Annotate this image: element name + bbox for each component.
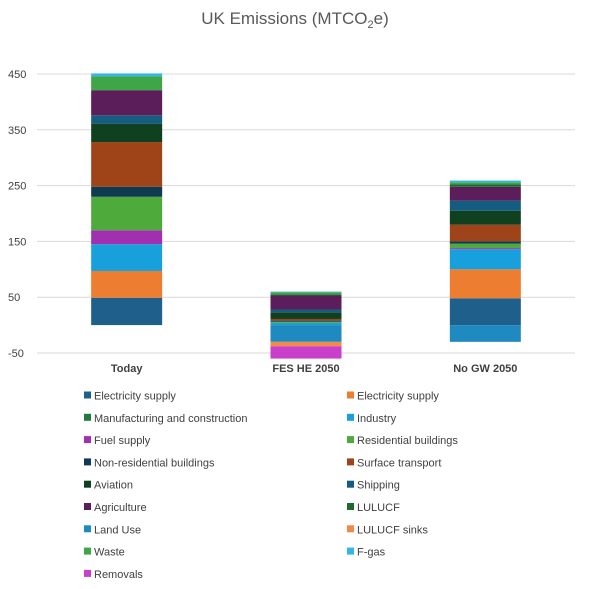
bar-segment xyxy=(449,182,521,185)
legend-swatch xyxy=(84,480,91,488)
bar-segment xyxy=(270,320,342,322)
bar-segment xyxy=(449,269,521,299)
bar-segment xyxy=(91,76,163,91)
bar-segment xyxy=(449,184,521,187)
bar-segment xyxy=(449,200,521,211)
bar-segment xyxy=(270,292,342,295)
bar-segment xyxy=(91,123,163,143)
bar-segment xyxy=(270,291,342,293)
bar-segment xyxy=(270,312,342,319)
y-tick-label: -50 xyxy=(8,348,24,360)
legend-label: LULUCF sinks xyxy=(357,524,428,536)
legend-label: Aviation xyxy=(94,480,133,492)
category-label: FES HE 2050 xyxy=(272,363,339,375)
category-label: No GW 2050 xyxy=(453,363,517,375)
legend-label: Waste xyxy=(94,547,125,559)
legend-label: Fuel supply xyxy=(94,435,151,447)
legend-swatch xyxy=(347,436,354,444)
legend-label: Non-residential buildings xyxy=(94,457,215,469)
chart-title: UK Emissions (MTCO2e) xyxy=(201,9,388,31)
legend-label: Industry xyxy=(357,413,397,425)
chart-title-main: UK Emissions (MTCO xyxy=(201,9,367,28)
y-tick-label: 450 xyxy=(8,69,26,81)
bar-segment xyxy=(270,294,342,296)
chart-title-subscript: 2 xyxy=(367,19,373,31)
bar-segment xyxy=(91,186,163,197)
x-axis-categories: Today FES HE 2050 No GW 2050 xyxy=(111,363,518,375)
bar-segment xyxy=(270,322,342,326)
legend-swatch xyxy=(347,503,354,510)
legend-label: Shipping xyxy=(357,480,400,492)
bar-segment xyxy=(449,186,521,201)
legend-swatch xyxy=(84,547,91,555)
legend-swatch xyxy=(84,503,91,510)
legend-swatch xyxy=(84,391,91,399)
bar-segment xyxy=(91,244,163,271)
bar-segment xyxy=(91,73,163,77)
legend-swatch xyxy=(347,525,354,533)
legend-label: F-gas xyxy=(357,547,386,559)
legend-swatch xyxy=(347,547,354,555)
bar-segment xyxy=(270,341,342,347)
bar-segment xyxy=(449,224,521,242)
legend-label: Residential buildings xyxy=(357,435,458,447)
legend-swatch xyxy=(84,413,91,421)
y-tick-label: 350 xyxy=(8,125,26,137)
bar-segment xyxy=(270,346,342,359)
bar-segment xyxy=(91,230,163,245)
legend-label: Agriculture xyxy=(94,502,147,514)
legend-swatch xyxy=(347,480,354,488)
y-axis-ticks: -50 50 150 250 350 450 xyxy=(8,69,26,360)
bar-segment xyxy=(270,309,342,313)
bar-segment xyxy=(449,210,521,225)
legend-swatch xyxy=(347,458,354,466)
y-tick-label: 250 xyxy=(8,181,26,193)
bar-segment xyxy=(91,270,163,298)
legend-swatch xyxy=(84,458,91,466)
legend-swatch xyxy=(347,391,354,399)
bar-segment xyxy=(449,180,521,183)
legend-label: Land Use xyxy=(94,524,141,536)
legend-label: Surface transport xyxy=(357,457,441,469)
y-tick-label: 50 xyxy=(8,292,20,304)
bar-segment xyxy=(270,321,342,323)
bar-segment xyxy=(270,295,342,310)
bar-segment xyxy=(91,142,163,187)
y-tick-label: 150 xyxy=(8,236,26,248)
category-label: Today xyxy=(111,363,143,375)
bar-segment xyxy=(91,196,163,231)
bar-segment xyxy=(449,243,521,249)
bar-segment xyxy=(449,298,521,326)
chart-title-suffix: e) xyxy=(374,9,389,28)
legend-swatch xyxy=(84,525,91,533)
bars xyxy=(91,73,521,359)
legend-label: Electricity supply xyxy=(94,391,176,403)
legend-label: LULUCF xyxy=(357,502,400,514)
legend-swatch xyxy=(84,436,91,444)
legend-label: Manufacturing and construction xyxy=(94,413,247,425)
bar-segment xyxy=(449,248,521,250)
bar-segment xyxy=(91,90,163,116)
legend-swatch xyxy=(347,413,354,421)
bar-segment xyxy=(449,241,521,244)
bar-segment xyxy=(449,249,521,270)
legend-label: Removals xyxy=(94,569,143,581)
bar-segment xyxy=(449,325,521,342)
legend-label: Electricity supply xyxy=(357,391,439,403)
bar-segment xyxy=(270,325,342,342)
bar-segment xyxy=(91,297,163,326)
bar-segment xyxy=(91,115,163,124)
legend: Electricity supply Electricity supply Manu… xyxy=(84,391,458,581)
legend-swatch xyxy=(84,569,91,577)
bar-segment xyxy=(270,318,342,321)
